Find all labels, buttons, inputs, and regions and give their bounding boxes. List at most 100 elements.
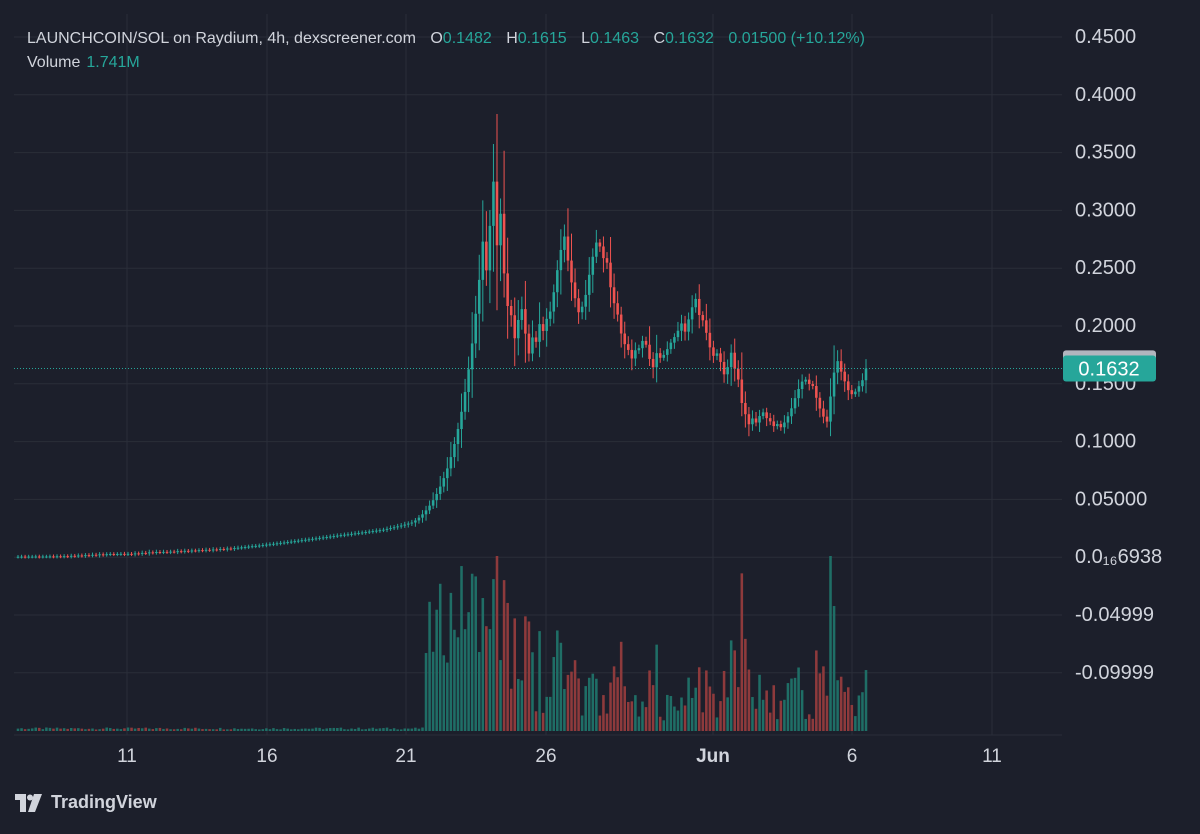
volume-bar (520, 680, 524, 731)
volume-bar (66, 728, 69, 731)
candle-body (268, 544, 272, 546)
volume-bar (197, 728, 201, 731)
candle-body (417, 517, 421, 521)
candle-body (410, 522, 414, 524)
volume-bar (492, 579, 495, 731)
volume-bar (758, 674, 761, 731)
time-axis[interactable]: 11 16 21 26 Jun 6 11 (117, 746, 1002, 767)
volume-bar (410, 728, 414, 731)
volume-bar (690, 697, 694, 731)
volume-bar (23, 729, 27, 731)
volume-bar (818, 673, 822, 731)
candle-body (800, 381, 804, 390)
candle-body (304, 539, 307, 541)
volume-bar (470, 573, 474, 731)
volume-bar (123, 728, 126, 731)
candle-body (84, 555, 87, 557)
candle-body (382, 529, 385, 531)
candle-body (197, 550, 201, 552)
volume-bar (460, 566, 463, 731)
volume-bar (524, 616, 527, 731)
candle-body (747, 414, 751, 425)
volume-bar (30, 728, 34, 731)
open-label: O (430, 30, 443, 47)
volume-bar (45, 727, 48, 731)
volume-bar (407, 728, 410, 731)
candle-body (541, 324, 545, 331)
volume-bar (265, 728, 268, 731)
candle-body (211, 549, 215, 551)
candle-body (708, 332, 712, 348)
candle-body (768, 418, 772, 422)
volume-bar (279, 729, 282, 731)
volume-bar (77, 728, 80, 731)
volume-bar (534, 711, 538, 731)
volume-bar (644, 707, 648, 731)
candle-body (804, 379, 807, 382)
candle-body (332, 536, 336, 538)
volume-bar (105, 727, 108, 731)
candle-body (286, 542, 289, 544)
candle-body (651, 358, 655, 368)
candle-body (573, 282, 577, 299)
volume-bar (722, 670, 726, 731)
volume-bar (226, 729, 229, 731)
grid-lines (14, 14, 1062, 736)
volume-bar (864, 670, 868, 731)
candle-body (843, 371, 846, 382)
candle-body (257, 545, 261, 547)
volume-bar (385, 727, 389, 731)
candle-body (719, 353, 722, 362)
volume-bar (772, 685, 776, 731)
price-axis[interactable]: 0.45000.40000.35000.30000.25000.20000.15… (1075, 26, 1162, 684)
volume-bar (779, 700, 783, 731)
candle-body (140, 552, 144, 554)
candle-body (524, 309, 527, 334)
candle-body (772, 421, 776, 427)
candle-body (456, 428, 460, 445)
volume-bar (336, 727, 339, 731)
candle-body (343, 534, 346, 536)
candle-body (62, 556, 66, 558)
candle-body (488, 225, 492, 271)
candle-body (176, 551, 179, 553)
y-tick-label: -0.04999 (1075, 604, 1154, 626)
candle-body (726, 367, 729, 375)
last-price-badge (1063, 355, 1156, 382)
candle-body (758, 416, 761, 423)
volume-bar (786, 683, 790, 731)
x-tick-label: 21 (395, 746, 416, 767)
candle-body (587, 274, 591, 295)
volume-bar (328, 728, 332, 731)
volume-bar (194, 727, 197, 731)
candle-body (477, 279, 481, 314)
candle-body (744, 402, 747, 415)
volume-bar (595, 678, 598, 731)
candle-body (697, 298, 701, 316)
volume-bar (187, 728, 190, 731)
volume-bar (768, 712, 772, 731)
x-tick-label: Jun (696, 746, 730, 767)
candle-body (183, 550, 187, 552)
volume-bar (91, 728, 94, 731)
volume-bar (282, 728, 286, 731)
open-value: 0.1482 (442, 30, 492, 47)
candle-body (247, 546, 250, 548)
volume-bar (364, 729, 367, 731)
volume-bar (573, 660, 577, 731)
candle-body (509, 306, 513, 316)
volume-value: 1.741M (86, 54, 140, 71)
volume-bar (438, 583, 442, 731)
symbol-title[interactable]: LAUNCHCOIN/SOL on Raydium, 4h, dexscreen… (27, 30, 416, 47)
candle-body (552, 292, 556, 312)
y-tick-label: 0.3000 (1075, 199, 1136, 221)
tradingview-brand[interactable]: TradingView (15, 792, 157, 813)
candle-body (790, 408, 793, 417)
candle-body (502, 213, 506, 274)
candle-body (38, 556, 41, 558)
candle-body (669, 342, 673, 350)
volume-bar (162, 728, 165, 731)
volume-bar (87, 728, 91, 731)
